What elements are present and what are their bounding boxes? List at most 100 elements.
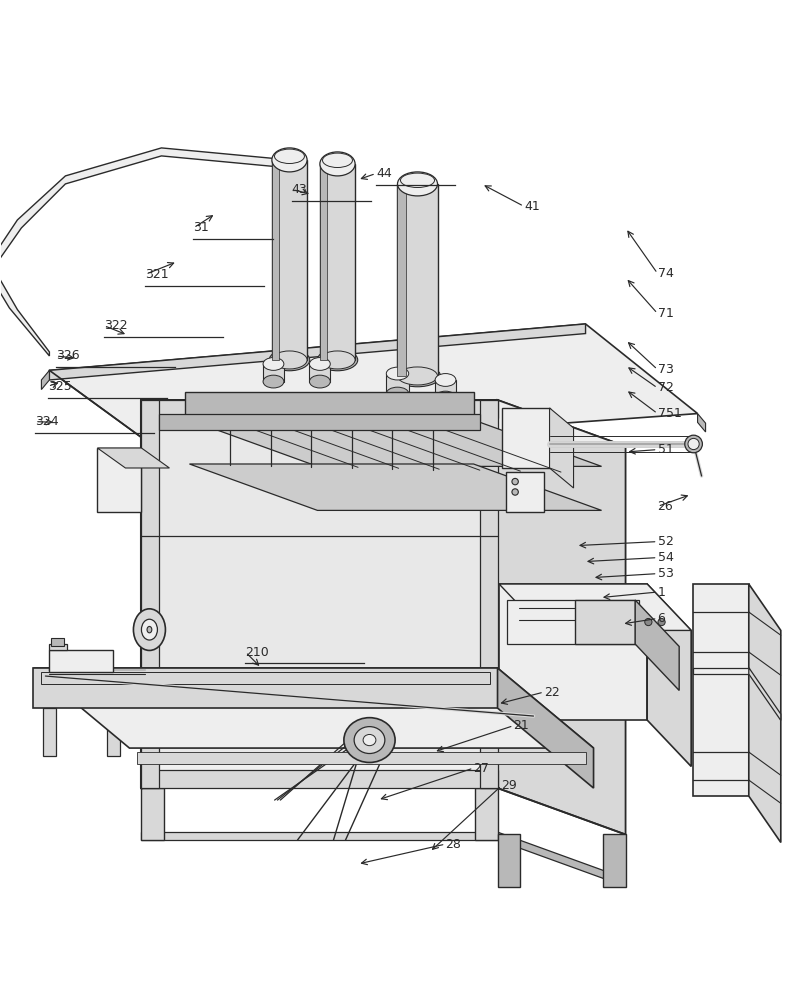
Polygon shape: [475, 708, 488, 756]
Ellipse shape: [263, 375, 284, 388]
Polygon shape: [141, 400, 625, 446]
Text: 72: 72: [657, 381, 673, 394]
Ellipse shape: [397, 172, 437, 196]
Ellipse shape: [309, 375, 330, 388]
Ellipse shape: [319, 351, 354, 369]
Polygon shape: [497, 400, 625, 834]
Text: 27: 27: [473, 762, 488, 775]
Ellipse shape: [363, 734, 375, 746]
Polygon shape: [50, 650, 113, 672]
Polygon shape: [97, 448, 169, 468]
Text: 324: 324: [35, 415, 59, 428]
Polygon shape: [747, 668, 780, 720]
Polygon shape: [263, 364, 284, 382]
Polygon shape: [747, 584, 780, 842]
Polygon shape: [34, 668, 593, 748]
Polygon shape: [497, 832, 625, 887]
Ellipse shape: [657, 618, 664, 626]
Text: 6: 6: [657, 612, 665, 625]
Text: 41: 41: [523, 200, 539, 213]
Text: 44: 44: [375, 167, 391, 180]
Ellipse shape: [644, 618, 651, 626]
Ellipse shape: [512, 489, 517, 495]
Polygon shape: [697, 414, 705, 432]
PathPatch shape: [0, 148, 289, 356]
Ellipse shape: [269, 349, 310, 371]
Polygon shape: [141, 770, 497, 788]
Text: 29: 29: [501, 779, 516, 792]
Polygon shape: [43, 708, 55, 756]
Polygon shape: [137, 752, 585, 764]
Polygon shape: [497, 834, 519, 887]
Polygon shape: [397, 184, 437, 376]
Text: 1: 1: [657, 586, 665, 599]
Polygon shape: [141, 400, 497, 788]
Ellipse shape: [263, 358, 284, 370]
Text: 74: 74: [657, 267, 673, 280]
Polygon shape: [272, 160, 278, 360]
Polygon shape: [319, 164, 326, 360]
Text: 28: 28: [445, 838, 461, 851]
Ellipse shape: [147, 626, 152, 633]
Polygon shape: [646, 584, 691, 766]
Ellipse shape: [386, 367, 408, 380]
Text: 53: 53: [657, 567, 673, 580]
Polygon shape: [97, 448, 141, 512]
Ellipse shape: [272, 148, 306, 172]
Polygon shape: [141, 400, 159, 788]
Ellipse shape: [343, 718, 395, 762]
Text: 31: 31: [193, 221, 209, 234]
Ellipse shape: [512, 478, 517, 485]
Polygon shape: [505, 472, 543, 512]
Polygon shape: [50, 324, 585, 380]
Text: 326: 326: [55, 349, 79, 362]
Polygon shape: [574, 600, 634, 644]
Text: 21: 21: [513, 719, 529, 732]
Text: 51: 51: [657, 443, 673, 456]
Polygon shape: [499, 584, 646, 720]
Ellipse shape: [272, 351, 306, 369]
Ellipse shape: [435, 374, 456, 386]
Text: 43: 43: [291, 183, 307, 196]
Ellipse shape: [317, 349, 357, 371]
Polygon shape: [185, 392, 473, 416]
Polygon shape: [397, 184, 405, 376]
Ellipse shape: [274, 149, 304, 164]
Polygon shape: [475, 788, 497, 840]
Polygon shape: [42, 672, 489, 684]
Text: 54: 54: [657, 551, 673, 564]
Polygon shape: [319, 164, 354, 360]
Ellipse shape: [684, 435, 702, 453]
Text: 210: 210: [245, 646, 269, 659]
Polygon shape: [50, 324, 697, 452]
Polygon shape: [386, 374, 408, 394]
Polygon shape: [507, 600, 638, 644]
Text: 71: 71: [657, 307, 673, 320]
Polygon shape: [107, 708, 119, 756]
Ellipse shape: [435, 391, 456, 404]
Ellipse shape: [322, 153, 352, 168]
Text: 73: 73: [657, 363, 673, 376]
Polygon shape: [156, 414, 483, 759]
Polygon shape: [634, 600, 678, 690]
Text: 322: 322: [103, 319, 128, 332]
Polygon shape: [501, 408, 549, 468]
Polygon shape: [50, 644, 67, 650]
Polygon shape: [692, 668, 747, 674]
Text: 321: 321: [145, 268, 169, 281]
Polygon shape: [189, 420, 601, 466]
Polygon shape: [480, 400, 497, 788]
Ellipse shape: [133, 609, 165, 650]
Polygon shape: [549, 408, 573, 488]
Polygon shape: [499, 584, 691, 630]
Ellipse shape: [309, 358, 330, 370]
Text: 52: 52: [657, 535, 673, 548]
Polygon shape: [141, 788, 164, 840]
Polygon shape: [159, 414, 480, 430]
Polygon shape: [272, 160, 306, 360]
Ellipse shape: [400, 173, 434, 188]
Ellipse shape: [687, 438, 699, 450]
Polygon shape: [42, 370, 50, 390]
Ellipse shape: [141, 619, 157, 640]
Polygon shape: [497, 668, 593, 788]
